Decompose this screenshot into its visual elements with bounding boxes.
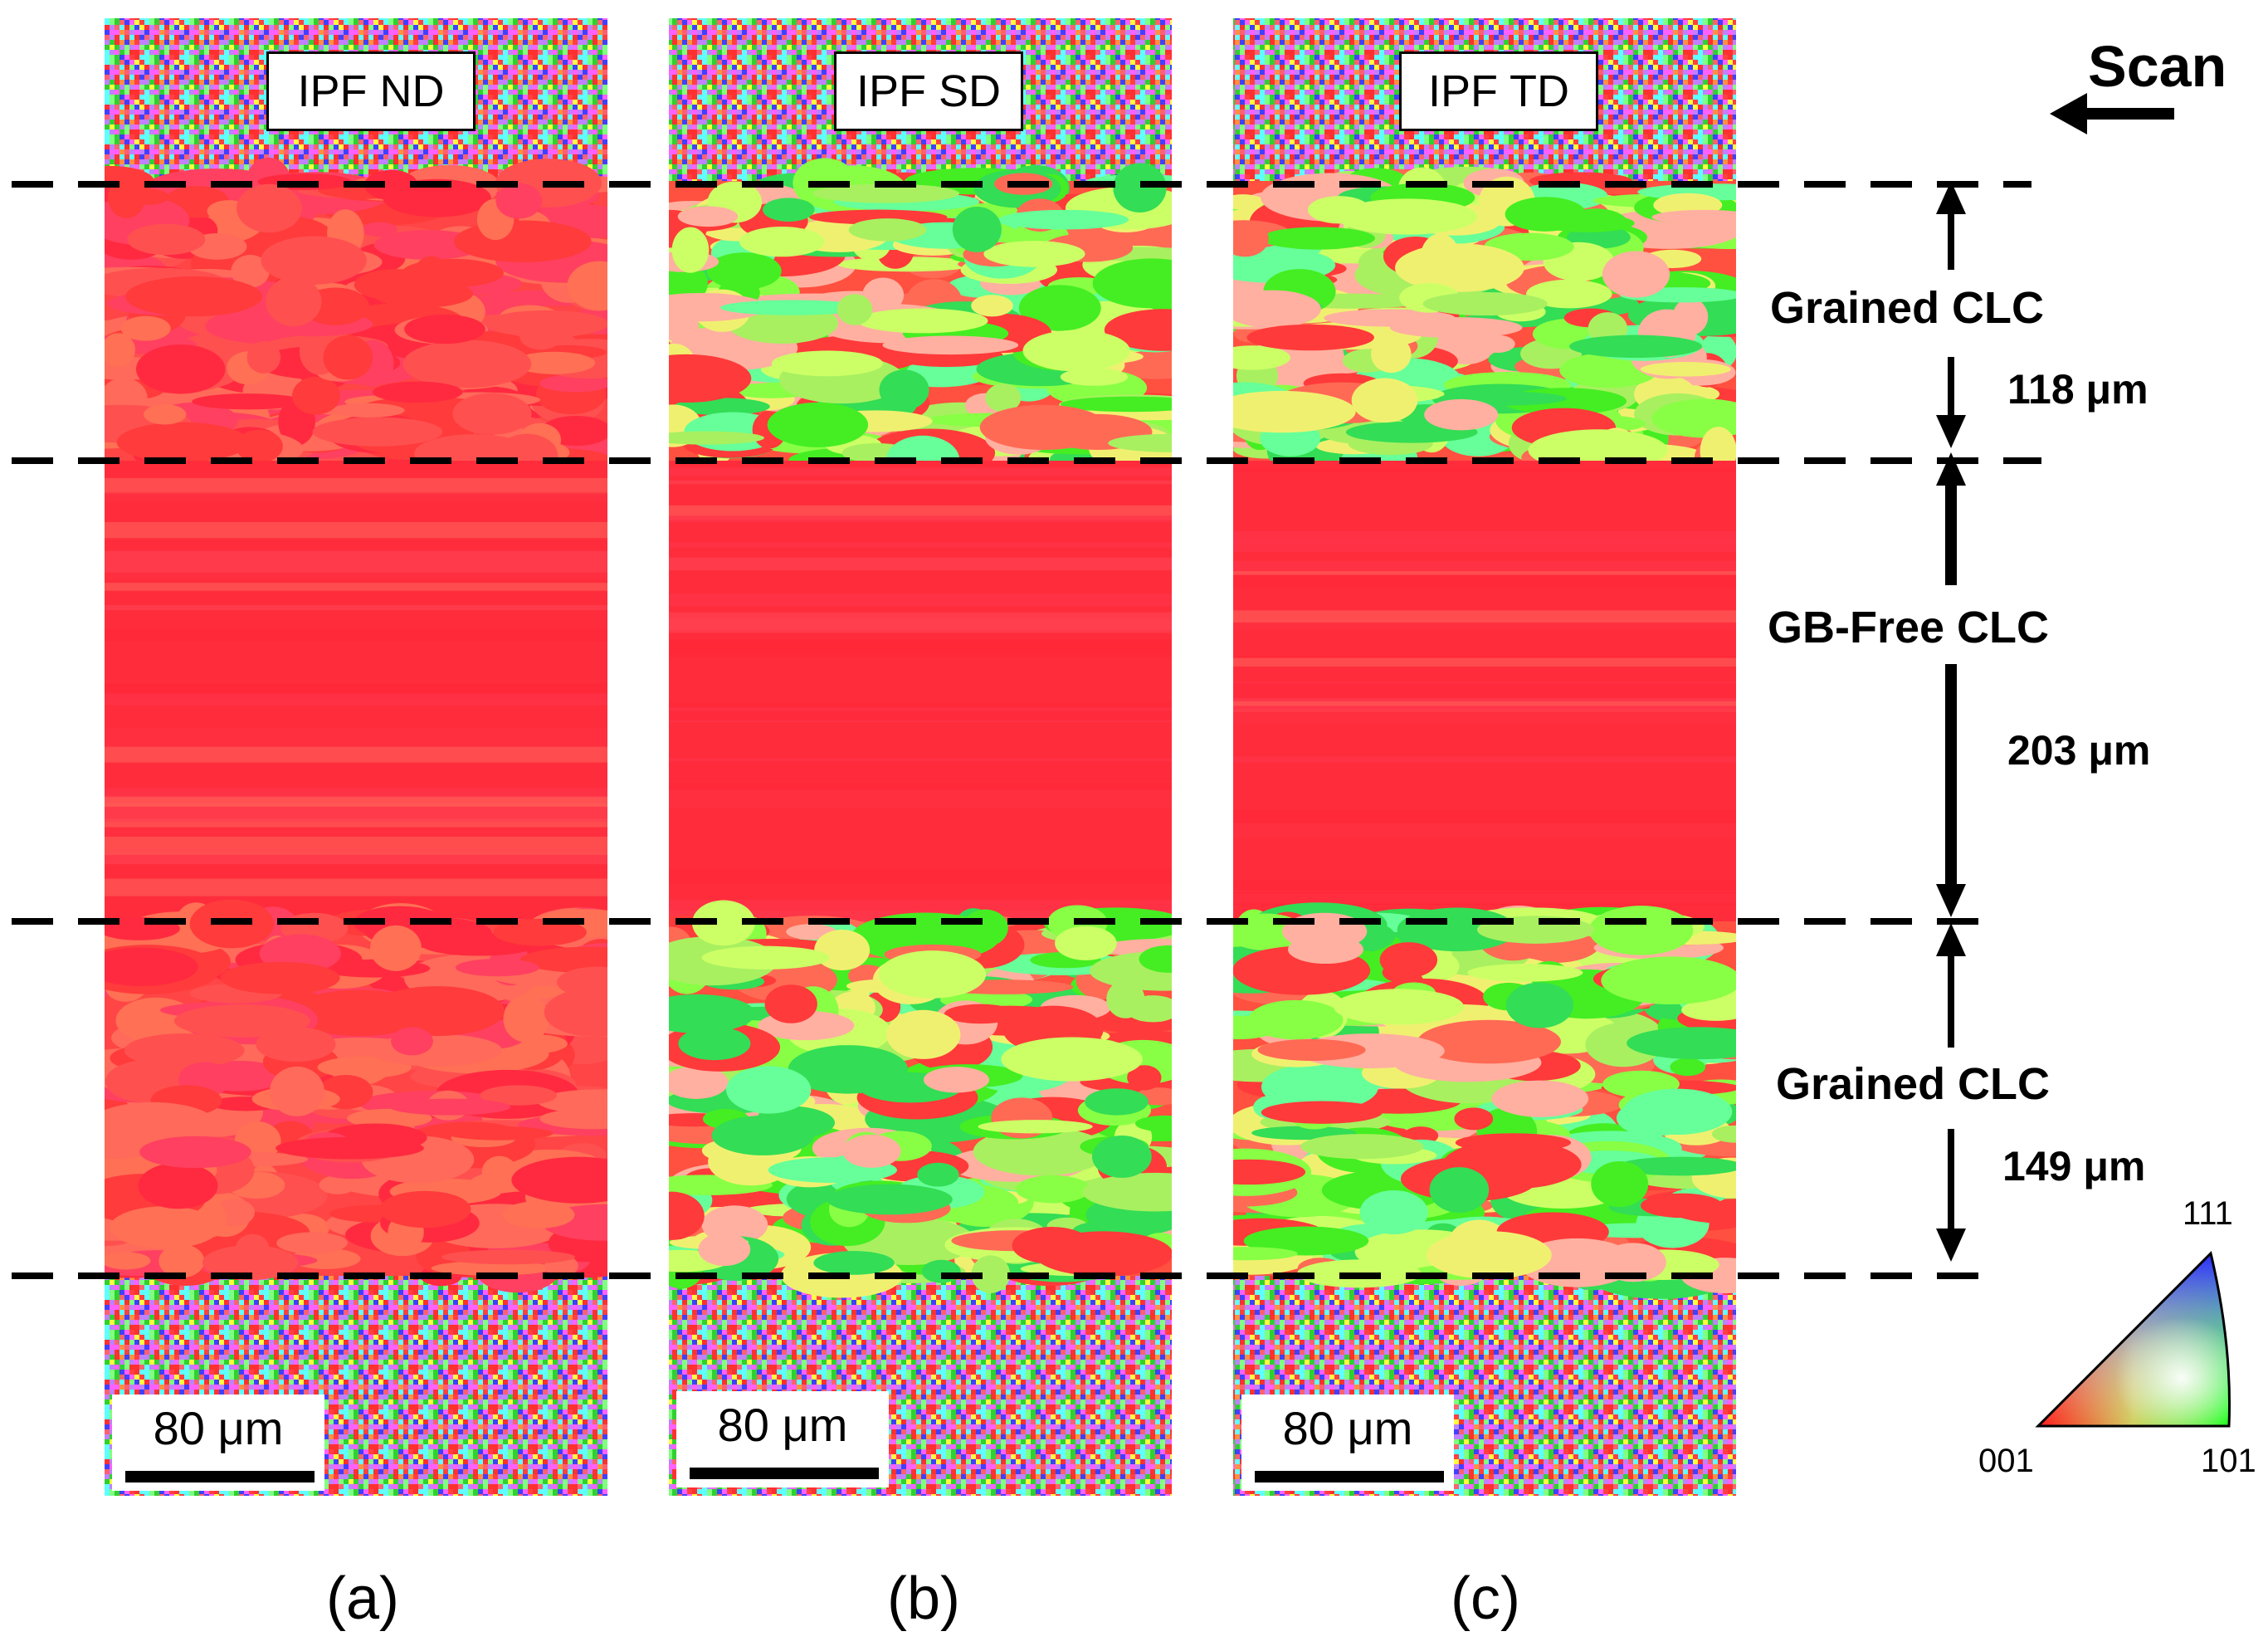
scale-bar-b: 80 μm [676, 1391, 889, 1487]
ebsd-map-panel-b [669, 18, 1172, 1496]
scale-bar-c: 80 μm [1241, 1395, 1454, 1491]
scale-bar-line [690, 1468, 879, 1479]
caption-a: (a) [326, 1566, 399, 1632]
scale-bar-line [125, 1471, 315, 1482]
ipf-key-label-111: 111 [2183, 1195, 2233, 1232]
ebsd-map-panel-a [105, 18, 607, 1496]
region-label-grained-bottom: Grained CLC [1776, 1058, 2051, 1110]
ipf-label-nd: IPF ND [266, 51, 476, 131]
ipf-label-td: IPF TD [1399, 51, 1598, 131]
ebsd-map-panel-c [1233, 18, 1736, 1496]
thickness-label-top: 118 μm [2007, 365, 2149, 413]
scan-direction-arrow [2050, 93, 2174, 134]
scan-label: Scan [2088, 34, 2227, 99]
thickness-label-bottom: 149 μm [2002, 1142, 2146, 1190]
thickness-arrows [1936, 181, 1966, 1262]
caption-b: (b) [887, 1566, 960, 1632]
ipf-label-sd: IPF SD [834, 51, 1023, 131]
scale-bar-line [1255, 1471, 1444, 1482]
ipf-color-key-triangle [2035, 1251, 2231, 1428]
region-label-grained-top: Grained CLC [1770, 282, 2045, 334]
caption-c: (c) [1451, 1566, 1520, 1632]
scale-bar-label: 80 μm [1282, 1402, 1413, 1454]
scale-bar-label: 80 μm [153, 1402, 284, 1454]
ipf-key-label-001: 001 [1978, 1443, 2034, 1479]
scale-bar-a: 80 μm [112, 1395, 324, 1491]
ipf-key-label-101: 101 [2201, 1443, 2256, 1479]
region-label-gb-free: GB-Free CLC [1768, 602, 2050, 653]
thickness-label-middle: 203 μm [2007, 726, 2151, 774]
scale-bar-label: 80 μm [717, 1399, 848, 1451]
